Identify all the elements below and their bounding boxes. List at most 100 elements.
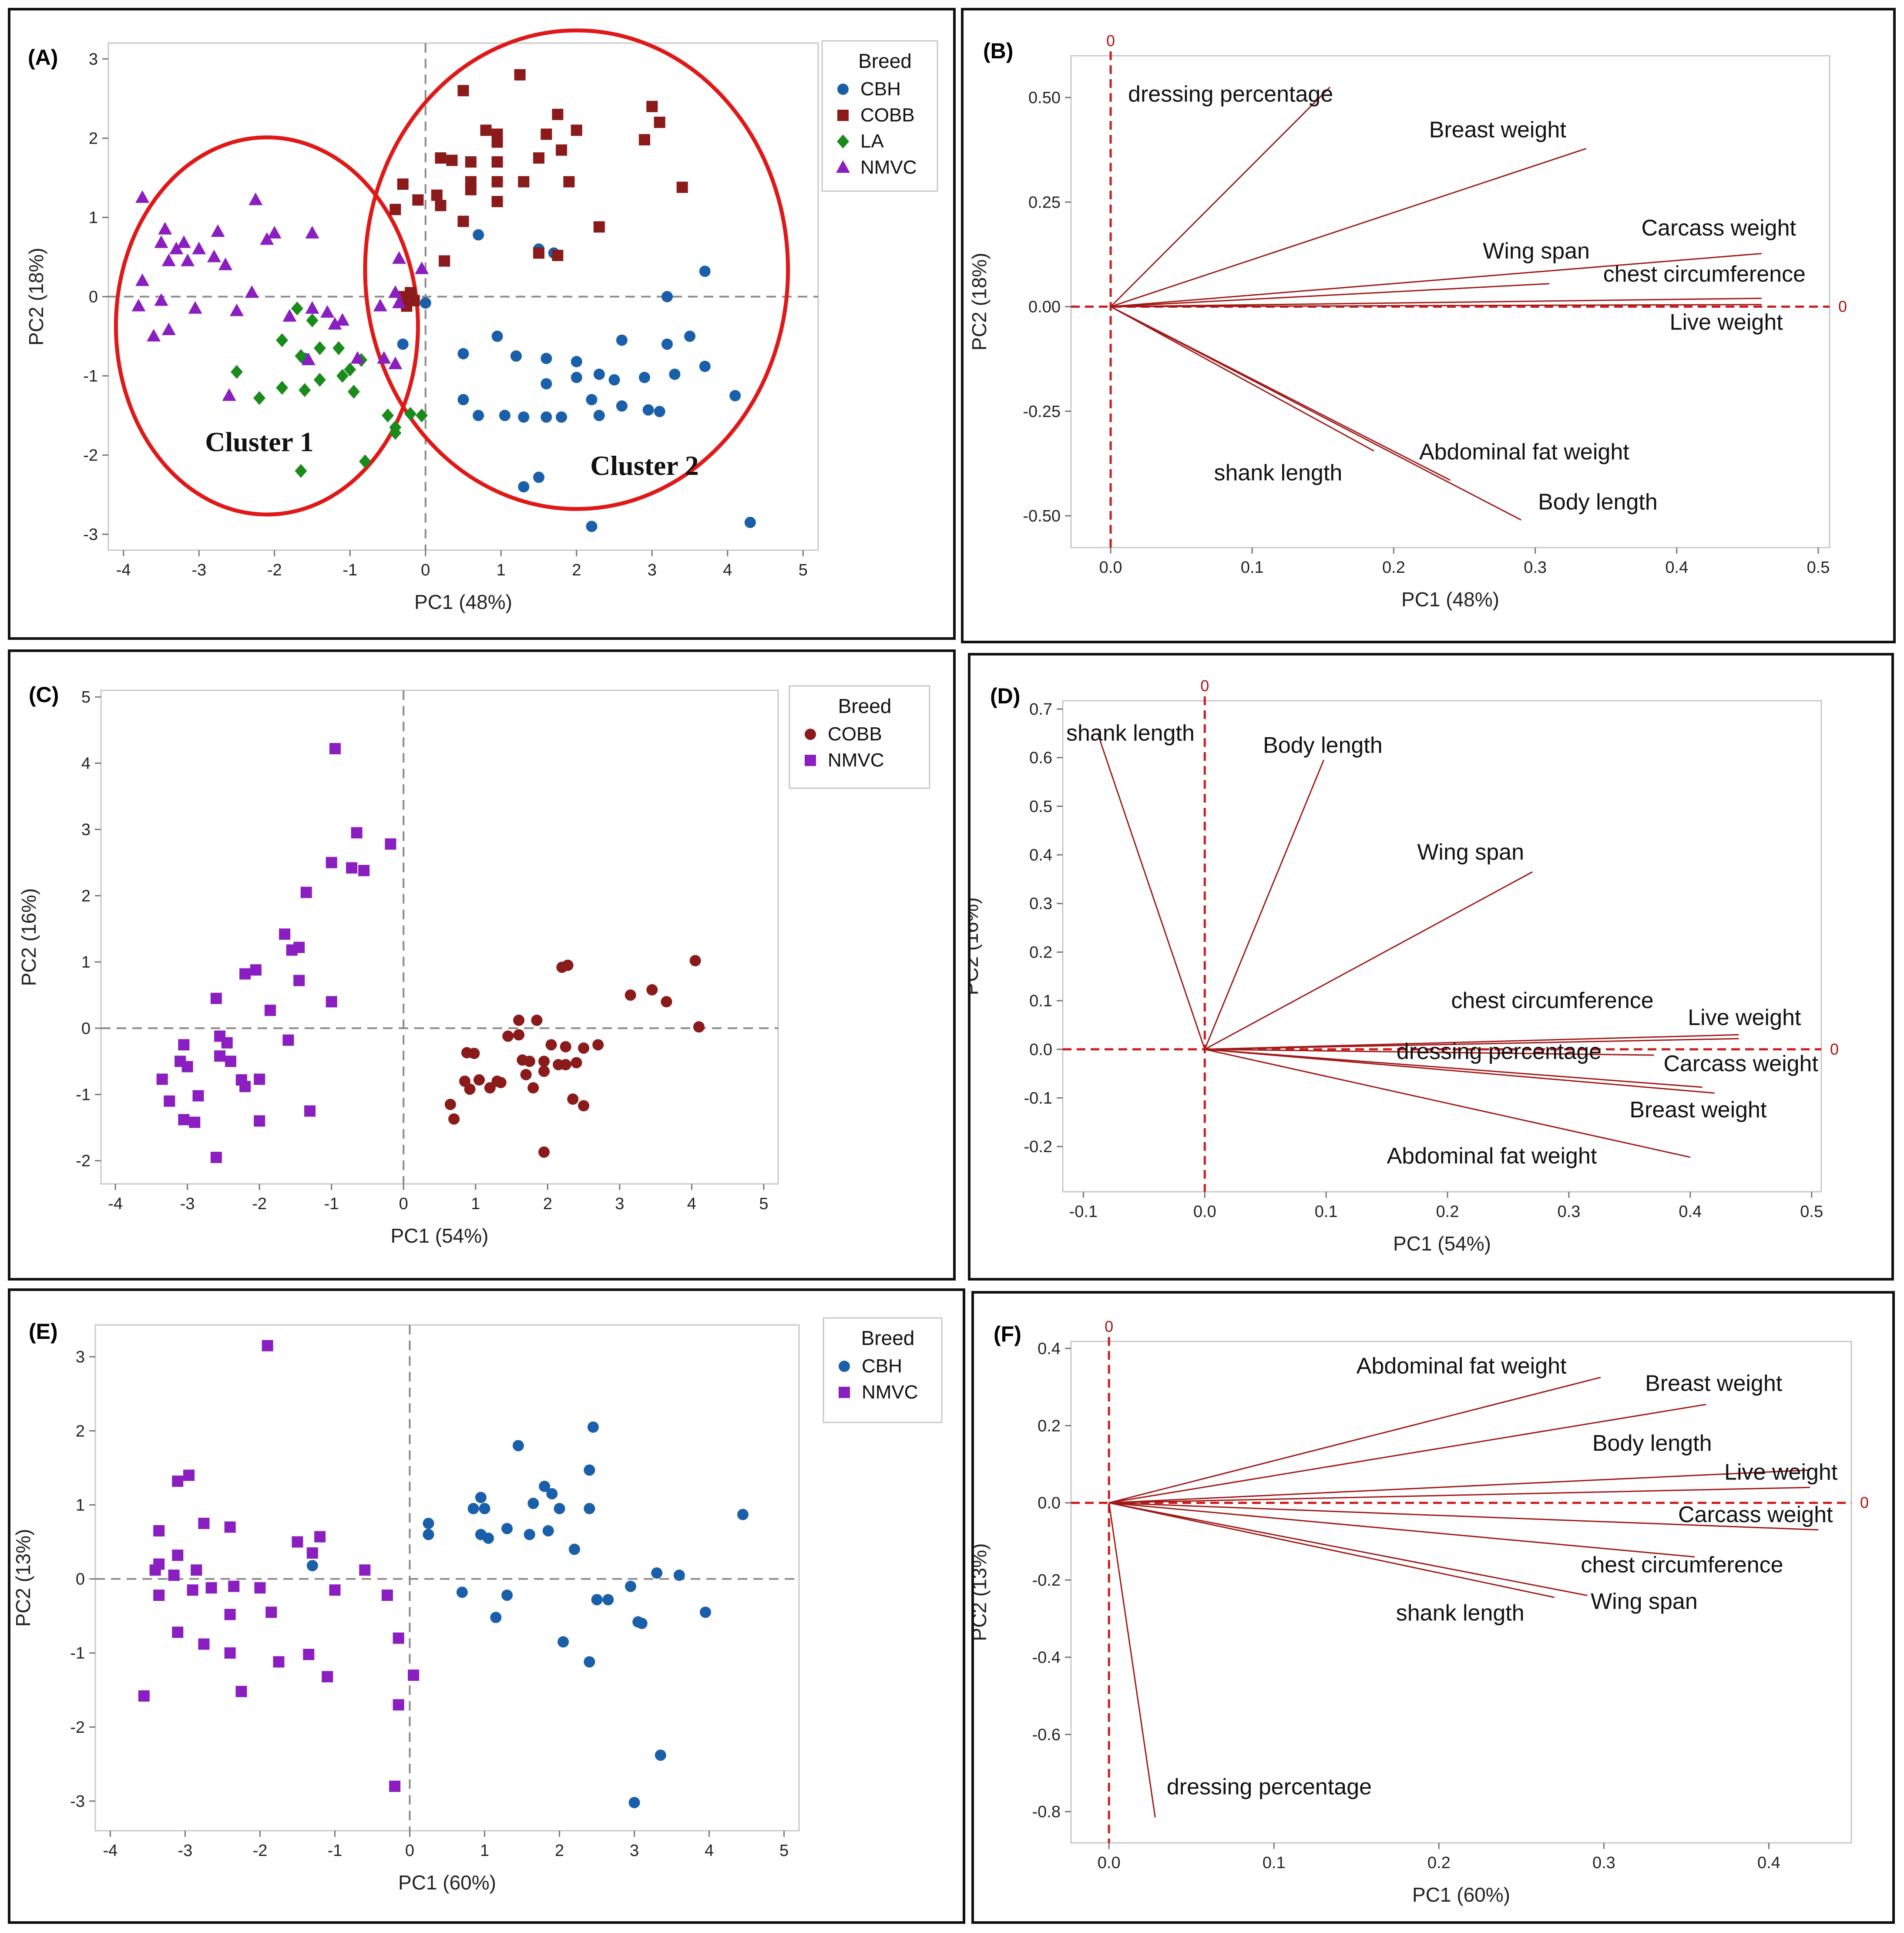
point-la xyxy=(291,301,303,316)
point-nmvc xyxy=(326,857,337,868)
point-nmvc xyxy=(178,1039,190,1051)
legend-marker-cbh xyxy=(837,84,849,95)
point-nmvc xyxy=(326,996,337,1008)
x-tick-label-b: 0.4 xyxy=(1665,558,1688,577)
point-cbh xyxy=(699,360,711,372)
point-la xyxy=(295,464,307,478)
plot-frame-f xyxy=(1070,1341,1852,1844)
loading-vector xyxy=(1108,1502,1555,1598)
point-nmvc xyxy=(153,1589,165,1601)
point-cobb xyxy=(513,1029,525,1041)
series-cbh-a xyxy=(299,229,756,532)
zero-label-right-b: 0 xyxy=(1838,298,1847,316)
y-tick-label-b: 0.00 xyxy=(1028,298,1061,316)
chart-d-svg: (D) -0.1 0.0 0.1 0.2 0.3 0.4 0.5 -0.2 -0.1 0.0 0.1 0… xyxy=(970,677,1839,1255)
y-tick-label-f: 0.0 xyxy=(1038,1494,1061,1513)
y-tick-label-a: 3 xyxy=(89,50,98,68)
point-cobb xyxy=(578,1042,590,1054)
point-cobb xyxy=(533,152,545,164)
point-nmvc xyxy=(408,1669,420,1681)
point-nmvc xyxy=(328,317,342,330)
point-nmvc xyxy=(161,322,176,335)
point-cobb xyxy=(524,1056,535,1067)
vector-label: Body length xyxy=(1538,490,1658,515)
chart-e-svg: (E) -4 -3 -2 -1 0 1 2 3 4 5 -3 -2 -1 0 1 2 3 PC1 (60%) PC2 … xyxy=(12,1317,943,1894)
loading-vector xyxy=(1097,734,1206,1050)
point-nmvc xyxy=(254,1115,265,1127)
x-tick-label-e: -2 xyxy=(253,1842,268,1860)
point-nmvc xyxy=(181,1061,193,1072)
vector-label: Breast weight xyxy=(1645,1371,1783,1396)
point-nmvc xyxy=(198,1638,210,1650)
point-cbh xyxy=(420,297,431,309)
point-cbh xyxy=(699,266,711,277)
panel-d: (D) -0.1 0.0 0.1 0.2 0.3 0.4 0.5 -0.2 -0.1 0.0 0.1 0… xyxy=(968,653,1894,1281)
point-cobb xyxy=(457,85,469,97)
point-nmvc xyxy=(224,1521,236,1533)
point-nmvc xyxy=(286,944,298,956)
vector-label: Abdominal fat weight xyxy=(1419,439,1629,464)
point-cobb xyxy=(390,204,401,215)
point-cbh xyxy=(527,1498,539,1509)
point-cobb xyxy=(567,1093,579,1105)
legend-label-cobb: COBB xyxy=(860,104,915,126)
x-axis-title-f: PC1 (60%) xyxy=(1412,1883,1510,1906)
point-cobb xyxy=(446,155,458,166)
point-la xyxy=(306,313,319,328)
x-tick-label-d: 0.1 xyxy=(1315,1203,1338,1221)
point-nmvc xyxy=(187,1584,198,1596)
vector-label: Wing span xyxy=(1417,840,1524,865)
point-cbh xyxy=(512,1440,524,1452)
vector-label: shank length xyxy=(1214,460,1342,485)
vector-label: Body length xyxy=(1592,1431,1712,1456)
point-la xyxy=(332,341,345,355)
point-la xyxy=(416,408,428,423)
zero-label-right-f: 0 xyxy=(1860,1494,1869,1512)
y-tick-label-c: 4 xyxy=(81,754,91,773)
x-tick-label-f: 0.4 xyxy=(1757,1854,1780,1872)
point-nmvc xyxy=(149,1564,161,1576)
point-cbh xyxy=(737,1509,749,1520)
point-cobb xyxy=(513,1015,525,1026)
x-tick-label-d: -0.1 xyxy=(1069,1203,1098,1221)
point-cbh xyxy=(490,1612,502,1624)
x-tick-label-b: 0.3 xyxy=(1524,558,1547,577)
y-axis-title-e: PC2 (13%) xyxy=(12,1529,34,1627)
point-cobb xyxy=(491,156,503,168)
vector-label: Wing span xyxy=(1483,239,1590,264)
loading-vector xyxy=(1110,306,1374,452)
point-nmvc xyxy=(248,192,263,205)
point-nmvc xyxy=(188,301,202,314)
loading-vector xyxy=(1108,1503,1156,1818)
legend-title-c: Breed xyxy=(838,695,892,717)
point-cobb xyxy=(448,1113,460,1125)
loading-vector xyxy=(1109,1502,1819,1531)
point-nmvc xyxy=(303,1649,315,1661)
legend-label-cbh: CBH xyxy=(862,1355,902,1377)
point-nmvc xyxy=(392,251,406,264)
point-cbh xyxy=(557,1636,569,1648)
y-tick-label-e: 2 xyxy=(76,1422,85,1440)
loading-vector xyxy=(1205,1049,1703,1088)
point-cobb xyxy=(625,989,636,1001)
point-cobb xyxy=(412,194,424,206)
x-tick-label-a: -3 xyxy=(191,561,206,579)
y-tick-label-d: 0.0 xyxy=(1029,1041,1052,1059)
point-nmvc xyxy=(377,351,391,364)
point-nmvc xyxy=(300,887,312,898)
x-tick-label-e: 2 xyxy=(555,1842,564,1860)
x-tick-label-a: 0 xyxy=(421,561,430,579)
point-cbh xyxy=(591,1594,603,1606)
y-tick-label-c: -2 xyxy=(76,1152,91,1170)
legend-marker-cobb xyxy=(837,110,849,121)
x-axis-title-b: PC1 (48%) xyxy=(1401,588,1499,611)
point-cbh xyxy=(584,1656,595,1668)
point-cbh xyxy=(616,334,628,346)
point-cbh xyxy=(608,374,620,386)
panel-b: (B) 0.0 0.1 0.2 0.3 0.4 0.5 -0.50 -0.25 0.00 0.25 0… xyxy=(961,8,1896,643)
vector-label: Carcass weight xyxy=(1678,1502,1833,1527)
point-cbh xyxy=(586,521,598,532)
y-tick-label-b: -0.50 xyxy=(1023,507,1061,525)
point-cbh xyxy=(628,1797,640,1809)
point-cobb xyxy=(465,156,477,168)
